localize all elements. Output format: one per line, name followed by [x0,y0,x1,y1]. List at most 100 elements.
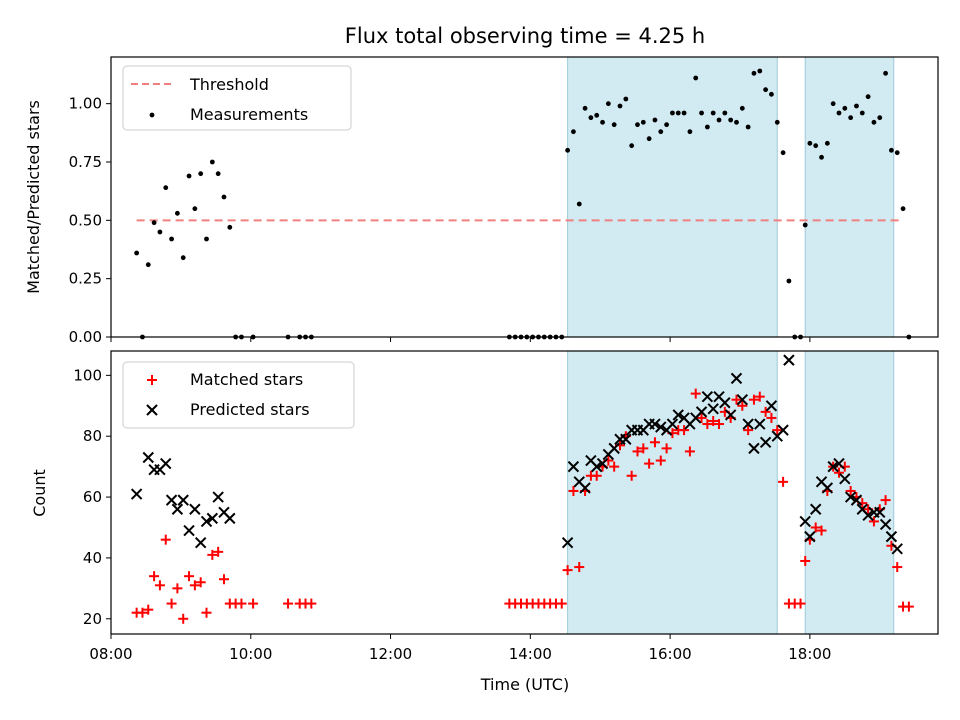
matched-star-point [655,455,666,466]
measurement-point [769,91,774,97]
x-tick-label: 12:00 [369,645,412,663]
predicted-star-point [212,491,224,503]
predicted-star-point [183,524,195,537]
measurement-point [204,236,209,242]
top-x-ticks [110,337,811,342]
predicted-star-point [783,354,795,366]
measurement-point [704,124,710,130]
measurement-point [699,110,704,116]
measurement-point [693,75,699,81]
top-y-axis-label: Matched/Predicted stars [24,100,43,294]
measurement-point [819,154,824,160]
predicted-star-point [194,537,207,549]
predicted-star-point [224,512,236,525]
matched-star-point [154,580,165,591]
bottom-plot-content [130,354,914,624]
predicted-star-point [844,491,857,503]
matched-star-point [684,446,695,457]
predicted-star-point [596,457,609,470]
legend-predicted-marker [146,404,158,416]
measurement-point [198,171,204,177]
matched-star-point [189,580,200,591]
measurement-point [802,222,808,228]
measurement-point [565,147,570,153]
predicted-star-point [765,400,778,412]
measurement-point [600,119,605,125]
measurement-point [813,143,819,149]
predicted-star-point [561,537,574,549]
matched-star-point [201,607,212,618]
measurement-point [611,122,617,128]
matched-star-point [696,412,707,423]
predicted-star-point [724,409,737,421]
matched-star-point [892,562,903,573]
measurement-point [640,119,646,125]
matched-star-point [903,601,914,612]
measurement-point [646,136,652,142]
x-tick-label: 08:00 [89,645,132,663]
matched-star-point [218,574,229,585]
top-observing-windows [567,56,895,338]
chart-title: Flux total observing time = 4.25 h [345,24,705,48]
measurement-point [710,110,716,116]
observing-window-1 [567,350,778,635]
predicted-star-point [754,418,766,430]
y-tick-label: 20 [83,610,102,628]
measurement-point [745,124,751,130]
predicted-star-point [655,421,667,433]
matched-star-point [661,443,672,454]
measurement-point [889,147,894,153]
predicted-star-point [777,424,789,436]
predicted-star-point [567,460,580,473]
measurement-point [588,115,594,121]
measurement-point [786,278,792,284]
predicted-star-point [719,397,731,409]
matched-star-point [714,419,725,430]
measurement-point [716,117,722,123]
matched-star-point [649,437,660,448]
matched-star-point [795,598,806,609]
matched-star-point [178,613,189,624]
measurement-point [757,68,763,74]
predicted-star-point [160,457,172,470]
predicted-star-point [701,390,714,403]
matched-star-point [638,443,649,454]
measurement-point [623,96,629,102]
predicted-star-point [874,506,886,518]
predicted-star-point [672,409,684,421]
count-panel: 20 40 60 80 100 08:00 10:00 12:00 14:00 16:00 18:… [30,350,939,694]
predicted-star-point [827,460,839,473]
measurement-point [635,122,640,128]
matched-star-point [184,571,195,582]
legend-threshold-label: Threshold [189,75,269,94]
matched-star-point [213,546,224,557]
measurement-point [824,140,830,146]
predicted-star-point [200,515,213,528]
measurement-point [169,236,174,242]
measurement-point [900,206,906,212]
measurement-point [865,94,871,100]
measurement-point [180,255,186,261]
measurement-point [859,110,865,116]
measurement-point [675,110,681,116]
measurement-point [174,210,180,216]
predicted-star-point [850,494,863,506]
matched-star-point [609,461,620,472]
matched-star-point [766,412,777,423]
predicted-star-point [666,418,679,430]
matched-star-point [195,577,206,588]
measurement-point [894,150,900,156]
measurement-point [594,112,600,118]
matched-star-point [591,470,602,481]
observing-window-1 [567,56,778,338]
predicted-star-point [879,518,892,531]
matched-star-point [149,571,160,582]
predicted-star-point [730,372,743,385]
matched-star-point [562,565,573,576]
y-tick-label: 100 [73,366,102,384]
predicted-star-point [649,418,661,430]
top-y-ticks: 0.00 0.25 0.50 0.75 1.00 [69,95,111,346]
y-tick-label: 0.50 [69,211,102,229]
bottom-observing-windows [567,350,895,635]
matched-star-point [137,607,148,618]
